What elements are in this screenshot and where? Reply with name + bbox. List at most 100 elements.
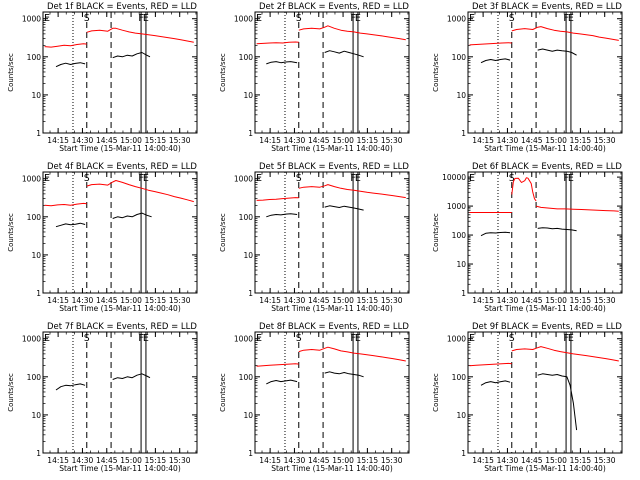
- x-tick-label: 14:45: [521, 136, 543, 145]
- x-tick-label: 14:15: [47, 456, 69, 465]
- series-lld-line: [535, 205, 619, 212]
- corner-label: E: [256, 13, 262, 24]
- x-tick-label: 14:30: [284, 136, 306, 145]
- series-events-line: [480, 380, 511, 386]
- series-events-line: [112, 52, 151, 59]
- panel-det-2f: Det 2f BLACK = Events, RED = LLD 1 10 100 10…: [219, 2, 410, 153]
- y-axis-label: Counts/sec: [219, 53, 227, 92]
- x-tick-label: 14:30: [72, 136, 94, 145]
- series-events-line: [266, 61, 298, 65]
- panel-title: Det 8f BLACK = Events, RED = LLD: [259, 322, 409, 332]
- y-tick-label: 10000: [442, 173, 466, 182]
- plot-frame: [42, 331, 198, 454]
- x-tick-label: 15:30: [381, 136, 403, 145]
- x-tick-label: 15:30: [594, 296, 616, 305]
- x-tick-label: 15:15: [357, 136, 379, 145]
- x-tick-label: 15:00: [332, 296, 354, 305]
- x-tick-label: 15:15: [357, 456, 379, 465]
- y-tick-label: 100: [239, 373, 254, 382]
- series-events-line: [324, 371, 364, 378]
- marker-label: F: [563, 173, 569, 184]
- x-tick-label: 15:15: [570, 136, 592, 145]
- series-events-line: [55, 222, 86, 228]
- series-lld-line: [86, 27, 194, 43]
- panel-title: Det 6f BLACK = Events, RED = LLD: [472, 162, 622, 172]
- y-tick-label: 1000: [234, 335, 253, 344]
- series-events-line: [324, 50, 364, 58]
- plot-frame: [254, 331, 410, 454]
- x-tick-label: 15:15: [570, 456, 592, 465]
- y-tick-label: 10: [31, 91, 41, 100]
- x-tick-label: 15:30: [594, 456, 616, 465]
- y-tick-label: 1: [248, 289, 253, 298]
- marker-label: F: [350, 173, 356, 184]
- series-events-line: [537, 373, 578, 431]
- x-tick-label: 14:45: [308, 456, 330, 465]
- y-tick-label: 1: [461, 289, 466, 298]
- corner-label: E: [256, 173, 262, 184]
- y-tick-label: 1000: [234, 175, 253, 184]
- x-tick-label: 14:15: [259, 456, 281, 465]
- x-tick-label: 14:45: [521, 296, 543, 305]
- marker-label: E: [568, 173, 574, 184]
- y-tick-label: 1: [36, 289, 41, 298]
- y-tick-label: 100: [27, 213, 42, 222]
- x-tick-label: 14:15: [472, 456, 494, 465]
- series-lld-line: [511, 346, 619, 362]
- y-axis-label: Counts/sec: [7, 53, 15, 92]
- panel-det-3f: Det 3f BLACK = Events, RED = LLD 1 10 100 10…: [432, 2, 623, 153]
- corner-label: E: [469, 13, 475, 24]
- marker-label: F: [138, 333, 144, 344]
- series-events-line: [266, 213, 298, 218]
- y-tick-label: 1: [36, 129, 41, 138]
- marker-label: S: [84, 333, 90, 344]
- x-tick-label: 15:15: [570, 296, 592, 305]
- x-tick-label: 14:15: [472, 296, 494, 305]
- y-tick-label: 1: [461, 449, 466, 458]
- corner-label: E: [44, 173, 50, 184]
- y-axis-label: Counts/sec: [219, 213, 227, 252]
- marker-label: S: [296, 173, 302, 184]
- y-axis-label: Counts/sec: [219, 373, 227, 412]
- panel-det-6f: Det 6f BLACK = Events, RED = LLD 1 10 100 10…: [432, 162, 623, 313]
- y-axis-label: Counts/sec: [7, 213, 15, 252]
- panel-title: Det 9f BLACK = Events, RED = LLD: [472, 322, 622, 332]
- series-events-line: [55, 62, 86, 68]
- x-axis-label: Start Time (15-Mar-11 14:00:40): [271, 144, 393, 153]
- corner-label: E: [44, 333, 50, 344]
- plot-frame: [467, 11, 623, 134]
- panel-det-9f: Det 9f BLACK = Events, RED = LLD 1 10 100 10…: [432, 322, 623, 473]
- x-tick-label: 14:30: [497, 456, 519, 465]
- x-tick-label: 14:30: [72, 456, 94, 465]
- marker-label: S: [296, 13, 302, 24]
- x-tick-label: 15:00: [545, 296, 567, 305]
- x-tick-label: 15:00: [545, 456, 567, 465]
- x-tick-label: 14:15: [47, 136, 69, 145]
- marker-label: E: [568, 333, 574, 344]
- plot-frame: [42, 171, 198, 294]
- marker-label: S: [84, 173, 90, 184]
- marker-label: E: [355, 13, 361, 24]
- x-tick-label: 14:45: [96, 136, 118, 145]
- y-tick-label: 1000: [447, 335, 466, 344]
- x-tick-label: 14:15: [259, 136, 281, 145]
- x-tick-label: 14:45: [308, 136, 330, 145]
- series-lld-line: [298, 25, 406, 41]
- series-lld-line: [469, 42, 512, 46]
- x-tick-label: 14:30: [284, 456, 306, 465]
- marker-label: S: [509, 333, 515, 344]
- x-tick-label: 15:15: [145, 456, 167, 465]
- series-lld-line: [256, 197, 299, 201]
- marker-label: S: [84, 13, 90, 24]
- series-lld-line: [86, 180, 194, 203]
- series-events-line: [55, 383, 86, 391]
- x-tick-label: 15:15: [145, 136, 167, 145]
- x-axis-label: Start Time (15-Mar-11 14:00:40): [484, 304, 606, 313]
- y-tick-label: 10: [243, 251, 253, 260]
- y-tick-label: 1: [461, 129, 466, 138]
- marker-label: S: [509, 13, 515, 24]
- marker-label: E: [143, 173, 149, 184]
- y-axis-label: Counts/sec: [432, 373, 440, 412]
- corner-label: E: [44, 13, 50, 24]
- panel-title: Det 2f BLACK = Events, RED = LLD: [259, 2, 409, 12]
